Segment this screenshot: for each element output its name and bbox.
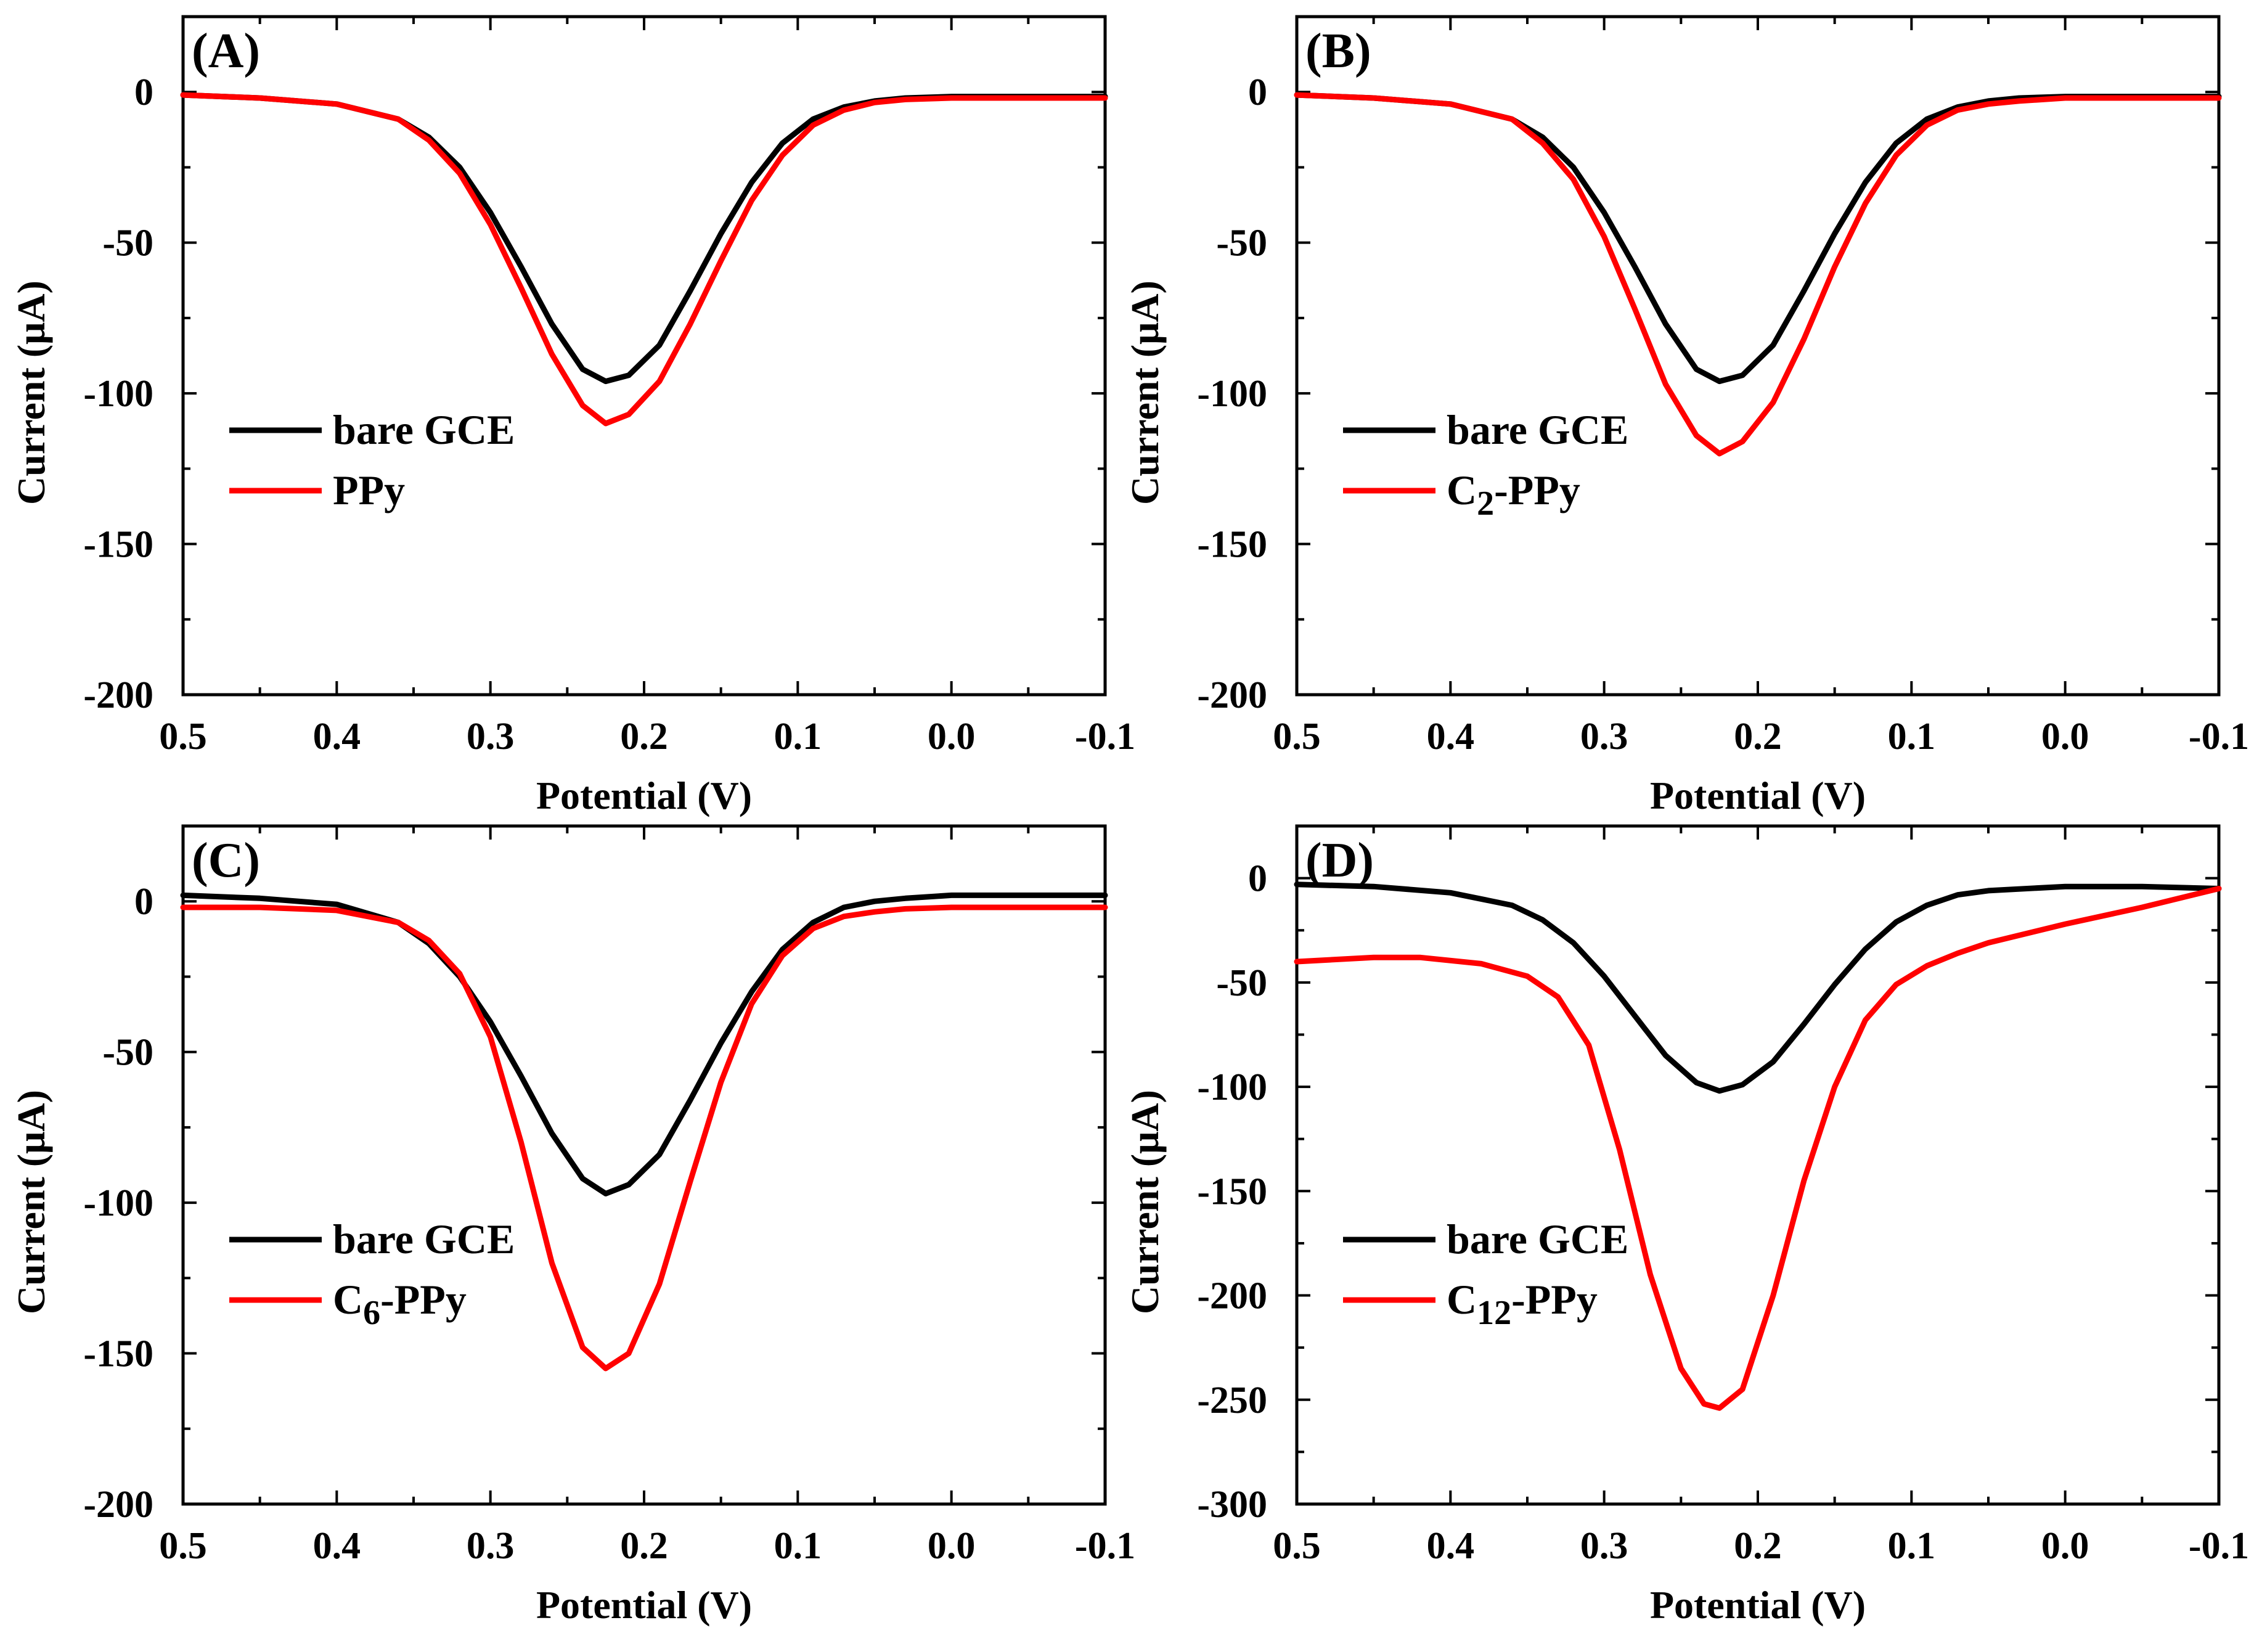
x-tick-label: 0.4 <box>1427 716 1475 758</box>
x-tick-label: -0.1 <box>1075 716 1135 758</box>
x-tick-label: 0.3 <box>1580 1525 1628 1567</box>
x-tick-label: 0.5 <box>159 716 207 758</box>
x-tick-label: 0.0 <box>2041 1525 2089 1567</box>
x-tick-label: -0.1 <box>2189 1525 2249 1567</box>
y-tick-label: 0 <box>1248 72 1267 113</box>
x-axis-title: Potential (V) <box>1650 774 1866 817</box>
x-tick-label: 0.2 <box>620 716 668 758</box>
panel-label: (D) <box>1305 833 1374 888</box>
y-tick-label: -100 <box>83 373 153 415</box>
legend-label: bare GCE <box>333 1216 515 1262</box>
y-axis-title: Current (μA) <box>1123 1090 1167 1314</box>
series-line-ppy <box>180 92 1108 427</box>
plot-frame <box>1295 824 2221 1506</box>
y-tick-label: -300 <box>1197 1484 1267 1526</box>
y-tick-label: -50 <box>102 1032 153 1074</box>
x-tick-label: 0.5 <box>159 1525 207 1567</box>
y-tick-label: -50 <box>1216 962 1267 1004</box>
series-line-bare-gce <box>180 92 1108 385</box>
y-tick-label: -150 <box>83 1333 153 1375</box>
y-tick-label: -150 <box>1197 1171 1267 1212</box>
y-tick-label: -100 <box>83 1182 153 1224</box>
x-axis-title: Potential (V) <box>1650 1583 1866 1627</box>
chart-panel: 0.5 0.4 0.3 0.2 0.1 0.0 -0.1 0 -50 -100 -150 -200 -2… <box>1123 824 2249 1627</box>
series-line-bare-gce <box>1294 881 2222 1094</box>
y-axis-title: Current (μA) <box>1123 280 1167 505</box>
x-axis-title: Potential (V) <box>536 1583 752 1627</box>
y-tick-label: 0 <box>1248 858 1267 900</box>
series-line-c2-ppy <box>1294 92 2222 457</box>
y-axis-title: Current (μA) <box>9 1090 53 1314</box>
series-line-bare-gce <box>1294 92 2222 385</box>
x-tick-label: 0.3 <box>467 716 515 758</box>
legend-label: C12-PPy <box>1447 1276 1598 1332</box>
x-tick-label: 0.3 <box>1580 716 1628 758</box>
legend-label: PPy <box>333 467 405 513</box>
legend-label: bare GCE <box>333 406 515 453</box>
x-tick-label: 0.5 <box>1273 1525 1321 1567</box>
x-tick-label: 0.1 <box>774 716 822 758</box>
x-tick-label: 0.4 <box>313 1525 361 1567</box>
plot-frame <box>181 15 1107 697</box>
x-tick-label: 0.0 <box>928 1525 976 1567</box>
x-tick-label: 0.3 <box>467 1525 515 1567</box>
x-tick-label: 0.1 <box>1888 716 1936 758</box>
x-tick-label: 0.2 <box>1734 1525 1782 1567</box>
y-axis-title: Current (μA) <box>9 280 53 505</box>
y-tick-label: -100 <box>1197 373 1267 415</box>
panel-label: (A) <box>192 24 260 78</box>
panel-label: (C) <box>192 833 260 888</box>
y-tick-label: 0 <box>134 881 153 923</box>
chart-panel: 0.5 0.4 0.3 0.2 0.1 0.0 -0.1 0 -50 -100 -150 -200 Po… <box>1123 15 2249 817</box>
x-tick-label: 0.2 <box>620 1525 668 1567</box>
y-tick-label: -150 <box>1197 524 1267 566</box>
legend-label: C6-PPy <box>333 1276 467 1332</box>
y-tick-label: -200 <box>1197 674 1267 716</box>
x-tick-label: -0.1 <box>2189 716 2249 758</box>
series-line-bare-gce <box>180 892 1108 1196</box>
y-tick-label: -200 <box>83 1484 153 1526</box>
x-tick-label: -0.1 <box>1075 1525 1135 1567</box>
x-tick-label: 0.0 <box>928 716 976 758</box>
series-line-c12-ppy <box>1294 886 2222 1411</box>
y-tick-label: 0 <box>134 72 153 113</box>
x-tick-label: 0.0 <box>2041 716 2089 758</box>
chart-panel: 0.5 0.4 0.3 0.2 0.1 0.0 -0.1 0 -50 -100 -150 -200 Po… <box>9 824 1135 1627</box>
y-tick-label: -200 <box>1197 1275 1267 1317</box>
chart-panel: 0.5 0.4 0.3 0.2 0.1 0.0 -0.1 0 -50 -100 -150 -200 Po… <box>9 15 1135 817</box>
series-line-c6-ppy <box>180 904 1108 1372</box>
x-tick-label: 0.1 <box>1888 1525 1936 1567</box>
legend-label: C2-PPy <box>1447 467 1580 523</box>
y-tick-label: -250 <box>1197 1380 1267 1421</box>
x-tick-label: 0.4 <box>313 716 361 758</box>
y-tick-label: -100 <box>1197 1066 1267 1108</box>
x-tick-label: 0.2 <box>1734 716 1782 758</box>
x-tick-label: 0.5 <box>1273 716 1321 758</box>
y-tick-label: -150 <box>83 524 153 566</box>
legend-label: bare GCE <box>1447 406 1628 453</box>
plot-frame <box>181 824 1107 1506</box>
y-tick-label: -50 <box>102 223 153 264</box>
legend-label: bare GCE <box>1447 1216 1628 1262</box>
x-tick-label: 0.1 <box>774 1525 822 1567</box>
plot-frame <box>1295 15 2221 697</box>
y-tick-label: -200 <box>83 674 153 716</box>
y-tick-label: -50 <box>1216 223 1267 264</box>
panel-label: (B) <box>1305 24 1371 78</box>
x-axis-title: Potential (V) <box>536 774 752 817</box>
x-tick-label: 0.4 <box>1427 1525 1475 1567</box>
